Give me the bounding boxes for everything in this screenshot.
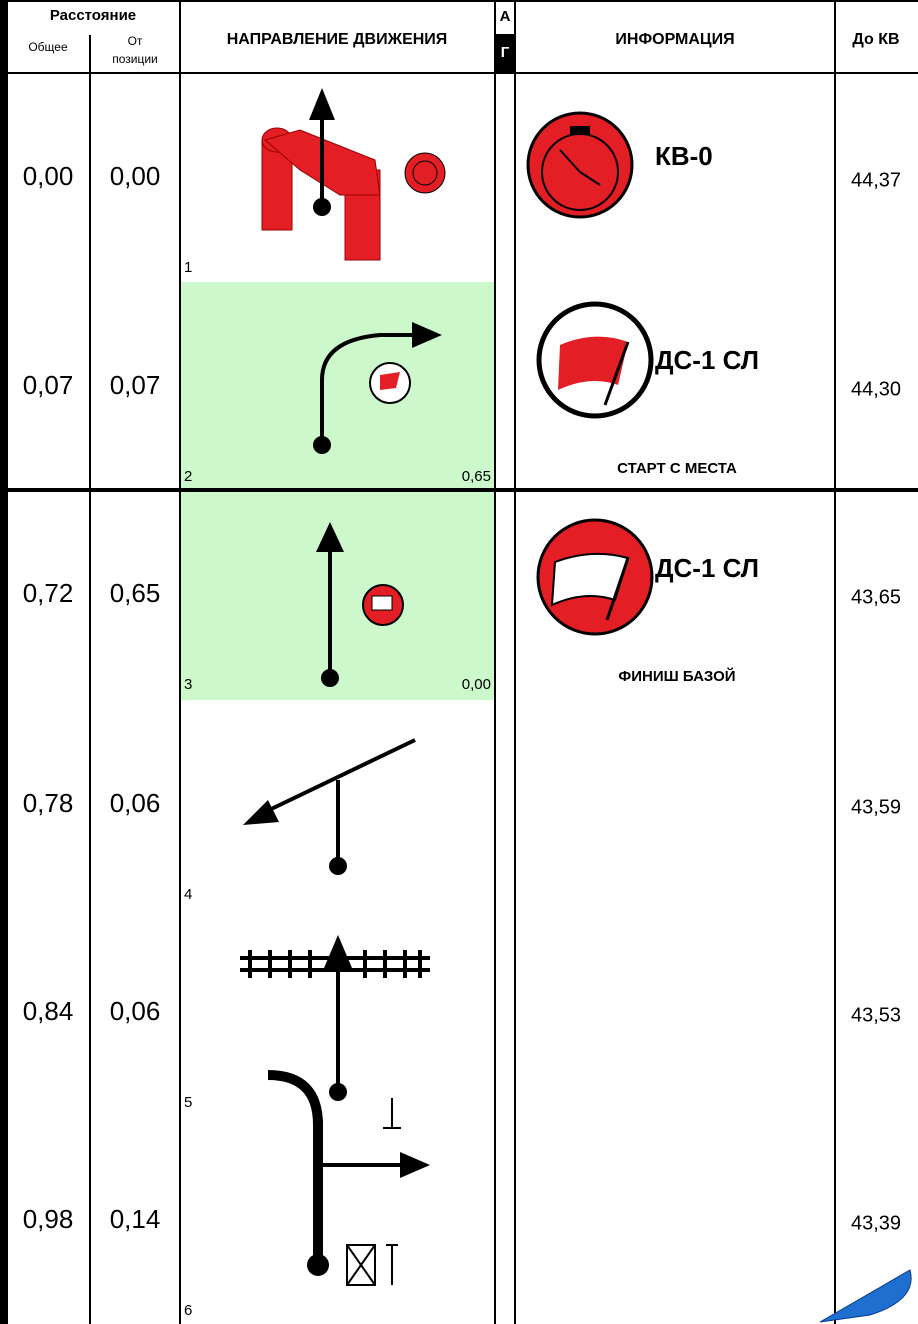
info-title: КВ-0 bbox=[655, 141, 713, 171]
header-from-position: позиции bbox=[112, 52, 158, 66]
to-kv: 43,65 bbox=[851, 586, 901, 608]
icons bbox=[240, 88, 912, 1323]
total: 0,98 bbox=[23, 1204, 74, 1234]
to-kv: 44,30 bbox=[851, 378, 901, 400]
info-title: ДС-1 СЛ bbox=[655, 345, 759, 375]
total: 0,78 bbox=[23, 788, 74, 818]
header-direction: НАПРАВЛЕНИЕ ДВИЖЕНИЯ bbox=[227, 31, 448, 48]
total: 0,00 bbox=[23, 161, 74, 191]
row-number: 3 bbox=[184, 676, 192, 693]
total: 0,84 bbox=[23, 996, 74, 1026]
header-distance: Расстояние bbox=[50, 7, 136, 24]
info-title: ДС-1 СЛ bbox=[655, 553, 759, 583]
from-position: 0,06 bbox=[110, 788, 161, 818]
to-kv: 43,59 bbox=[851, 796, 901, 818]
to-kv: 43,53 bbox=[851, 1004, 901, 1026]
from-position: 0,65 bbox=[110, 578, 161, 608]
to-kv: 43,39 bbox=[851, 1212, 901, 1234]
from-position: 0,06 bbox=[110, 996, 161, 1026]
header-a: А bbox=[500, 8, 511, 25]
g-bg bbox=[496, 34, 514, 73]
info-subtitle: СТАРТ С МЕСТА bbox=[617, 460, 737, 477]
from-position: 0,00 bbox=[110, 161, 161, 191]
header-info: ИНФОРМАЦИЯ bbox=[615, 31, 734, 48]
corner-distance: 0,00 bbox=[462, 676, 491, 693]
header-from-position: От bbox=[128, 34, 143, 48]
row-number: 5 bbox=[184, 1094, 192, 1111]
from-position: 0,07 bbox=[110, 370, 161, 400]
row-number: 2 bbox=[184, 468, 192, 485]
total: 0,07 bbox=[23, 370, 74, 400]
row-number: 1 bbox=[184, 259, 192, 276]
header-to-kv: До КВ bbox=[852, 31, 899, 48]
info-subtitle: ФИНИШ БАЗОЙ bbox=[618, 667, 735, 685]
header-total: Общее bbox=[28, 40, 68, 54]
to-kv: 44,37 bbox=[851, 169, 901, 191]
from-position: 0,14 bbox=[110, 1204, 161, 1234]
corner-distance: 0,65 bbox=[462, 468, 491, 485]
row-number: 4 bbox=[184, 886, 192, 903]
header-g: Г bbox=[501, 44, 510, 61]
row-number: 6 bbox=[184, 1302, 192, 1319]
total: 0,72 bbox=[23, 578, 74, 608]
